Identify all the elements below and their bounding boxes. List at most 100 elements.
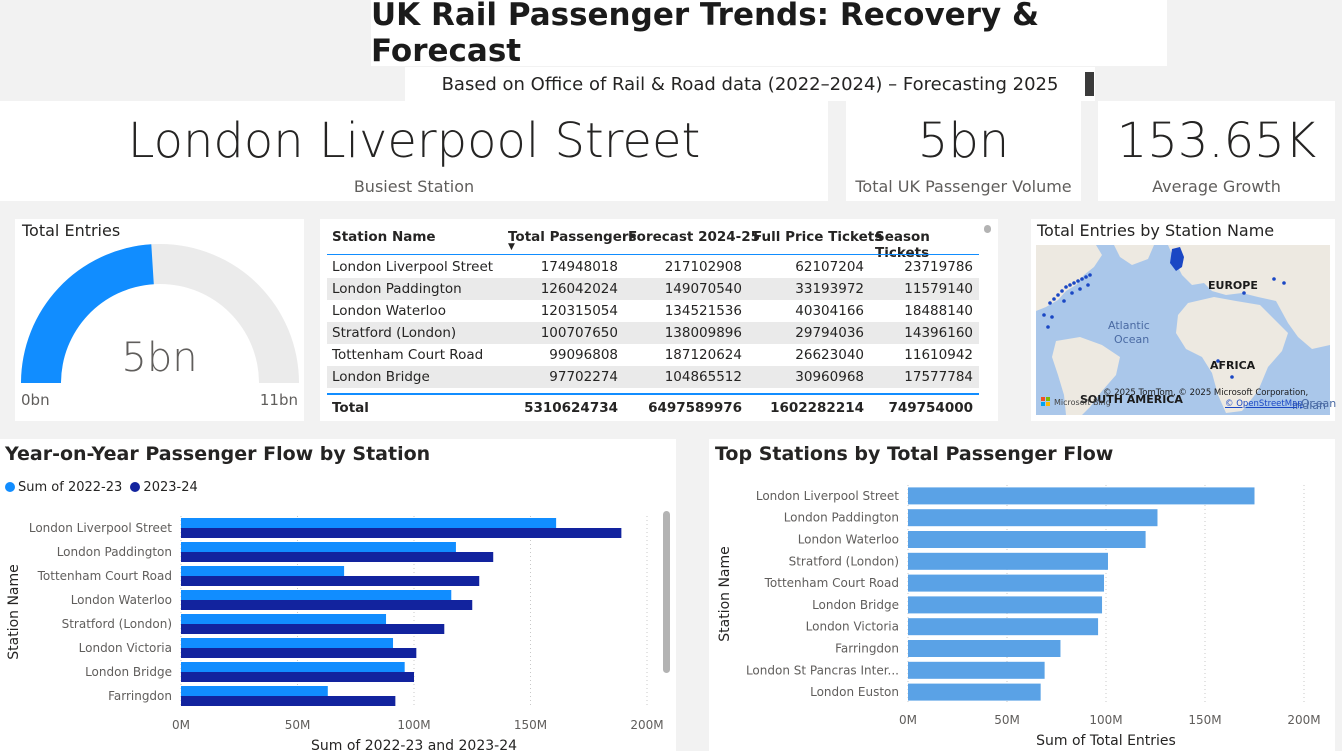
table-row[interactable]: Tottenham Court Road 99096808 187120624 …	[327, 344, 979, 366]
bar	[181, 624, 445, 634]
bar	[908, 661, 1045, 679]
bar	[908, 487, 1255, 505]
table-row[interactable]: London Paddington 126042024 149070540 33…	[327, 278, 979, 300]
bar	[181, 600, 473, 610]
map-label-europe: EUROPE	[1208, 279, 1258, 292]
bar	[181, 648, 417, 658]
table-cell: 62107204	[795, 259, 864, 275]
table-cell: 120315054	[540, 303, 618, 319]
category-label: London St Pancras Inter...	[746, 663, 899, 677]
bar	[908, 640, 1061, 657]
kpi-average-growth[interactable]: 153.65K Average Growth	[1098, 101, 1335, 201]
legend-item-2023-24[interactable]: 2023-24	[130, 480, 198, 495]
table-cell: 11610942	[904, 347, 973, 363]
table-cell: Stratford (London)	[332, 325, 457, 341]
bar	[181, 590, 452, 600]
map-station-points[interactable]	[1042, 273, 1286, 379]
table-cell: 134521536	[664, 303, 742, 319]
gauge-card[interactable]: Total Entries 5bn 0bn 11bn	[15, 219, 304, 421]
table-cell: 126042024	[540, 281, 618, 297]
top-stations-card[interactable]: Top Stations by Total Passenger Flow 0M 5…	[709, 439, 1335, 751]
map-label-ocean2: Ocean	[1301, 397, 1337, 410]
table-cell: 217102908	[664, 259, 742, 275]
table-cell: London Waterloo	[332, 303, 446, 319]
category-label: Stratford (London)	[62, 617, 172, 631]
category-label: London Waterloo	[71, 593, 172, 607]
table-header-forecast[interactable]: Forecast 2024-25	[628, 229, 761, 245]
table-cell: 174948018	[540, 259, 618, 275]
table-row[interactable]: London Waterloo 120315054 134521536 4030…	[327, 300, 979, 322]
category-label: Stratford (London)	[789, 554, 899, 568]
table-cell: Tottenham Court Road	[332, 347, 484, 363]
table-cell: 40304166	[795, 303, 864, 319]
table-header-season[interactable]: Season Tickets	[875, 229, 930, 261]
category-label: London Victoria	[806, 620, 899, 634]
map-land-africa	[1176, 297, 1288, 413]
map-canvas[interactable]: EUROPE Atlantic Ocean AFRICA SOUTH AMERI…	[1036, 245, 1330, 415]
kpi-busiest-station[interactable]: London Liverpool Street Busiest Station	[0, 101, 828, 201]
bar	[181, 696, 396, 706]
kpi-busiest-station-label: Busiest Station	[353, 177, 475, 196]
gauge-fill	[21, 244, 154, 383]
table-cell: 149070540	[664, 281, 742, 297]
map-land-europe	[1168, 245, 1330, 307]
bar	[181, 542, 456, 552]
category-label: London Bridge	[812, 598, 899, 612]
subtitle-scrollbar[interactable]	[1085, 72, 1094, 96]
table-total-cell: 5310624734	[524, 400, 618, 416]
category-label: London Paddington	[784, 511, 899, 525]
x-tick-label: 100M	[397, 718, 430, 732]
x-axis-title: Sum of 2022-23 and 2023-24	[311, 738, 517, 751]
table-cell: London Bridge	[332, 369, 430, 385]
x-tick-label: 150M	[1188, 713, 1221, 727]
bar	[908, 552, 1108, 570]
bar	[181, 518, 557, 528]
report-subtitle: Based on Office of Rail & Road data (202…	[441, 73, 1059, 95]
table-header-full-price[interactable]: Full Price Tickets	[753, 229, 883, 245]
kpi-total-volume[interactable]: 5bn Total UK Passenger Volume	[846, 101, 1081, 201]
yoy-chart-card[interactable]: Year-on-Year Passenger Flow by Station S…	[0, 439, 676, 751]
bar	[908, 618, 1099, 636]
table-cell: 18488140	[904, 303, 973, 319]
table-cell: 100707650	[540, 325, 618, 341]
yoy-scrollbar[interactable]	[663, 511, 670, 673]
table-header-total[interactable]: Total Passengers	[508, 229, 637, 245]
map-uk-highlight[interactable]	[1170, 247, 1184, 271]
map-osm-link[interactable]: © OpenStreetMap	[1225, 399, 1303, 409]
map-title: Total Entries by Station Name	[1037, 221, 1275, 240]
x-tick-label: 0M	[172, 718, 190, 732]
bar	[181, 528, 622, 538]
x-tick-label: 200M	[1287, 713, 1320, 727]
map-label-ocean: Ocean	[1114, 333, 1149, 346]
legend-item-2022-23[interactable]: Sum of 2022-23	[5, 480, 122, 495]
sort-desc-icon[interactable]: ▼	[508, 242, 515, 252]
map-land-south-america	[1052, 337, 1120, 415]
station-table[interactable]: Station Name Total Passengers ▼ Forecast…	[327, 226, 979, 422]
legend-marker	[130, 482, 141, 492]
yoy-legend[interactable]: Sum of 2022-23 2023-24	[5, 480, 198, 495]
table-row[interactable]: London Bridge 97702274 104865512 3096096…	[327, 366, 979, 388]
top-stations-bar-chart[interactable]: 0M 50M 100M 150M 200M London Liverpool Street…	[709, 439, 1335, 751]
table-header-station[interactable]: Station Name	[332, 229, 436, 245]
table-total-cell: 1602282214	[770, 400, 864, 416]
table-row[interactable]: Stratford (London) 100707650 138009896 2…	[327, 322, 979, 344]
table-cell: 138009896	[664, 325, 742, 341]
legend-label: 2023-24	[143, 480, 198, 495]
table-cell: 30960968	[795, 369, 864, 385]
table-cell: 26623040	[795, 347, 864, 363]
table-total-cell: 6497589976	[648, 400, 742, 416]
table-cell: 14396160	[904, 325, 973, 341]
table-cell: 29794036	[795, 325, 864, 341]
map-card[interactable]: Total Entries by Station Name EUROPE Atl…	[1031, 219, 1337, 421]
yoy-chart-title: Year-on-Year Passenger Flow by Station	[5, 443, 431, 465]
table-cell: 187120624	[664, 347, 742, 363]
x-axis-title: Sum of Total Entries	[1036, 733, 1176, 749]
kpi-average-growth-value: 153.65K	[1116, 113, 1317, 169]
bar	[908, 683, 1041, 701]
top-stations-title: Top Stations by Total Passenger Flow	[715, 443, 1114, 465]
table-row[interactable]: London Liverpool Street 174948018 217102…	[327, 256, 979, 278]
kpi-total-volume-label: Total UK Passenger Volume	[855, 177, 1072, 196]
table-scrollbar[interactable]	[984, 225, 991, 233]
yoy-bar-chart[interactable]: 0M 50M 100M 150M 200M London Liverpool Street…	[0, 439, 676, 751]
bar	[908, 531, 1146, 548]
